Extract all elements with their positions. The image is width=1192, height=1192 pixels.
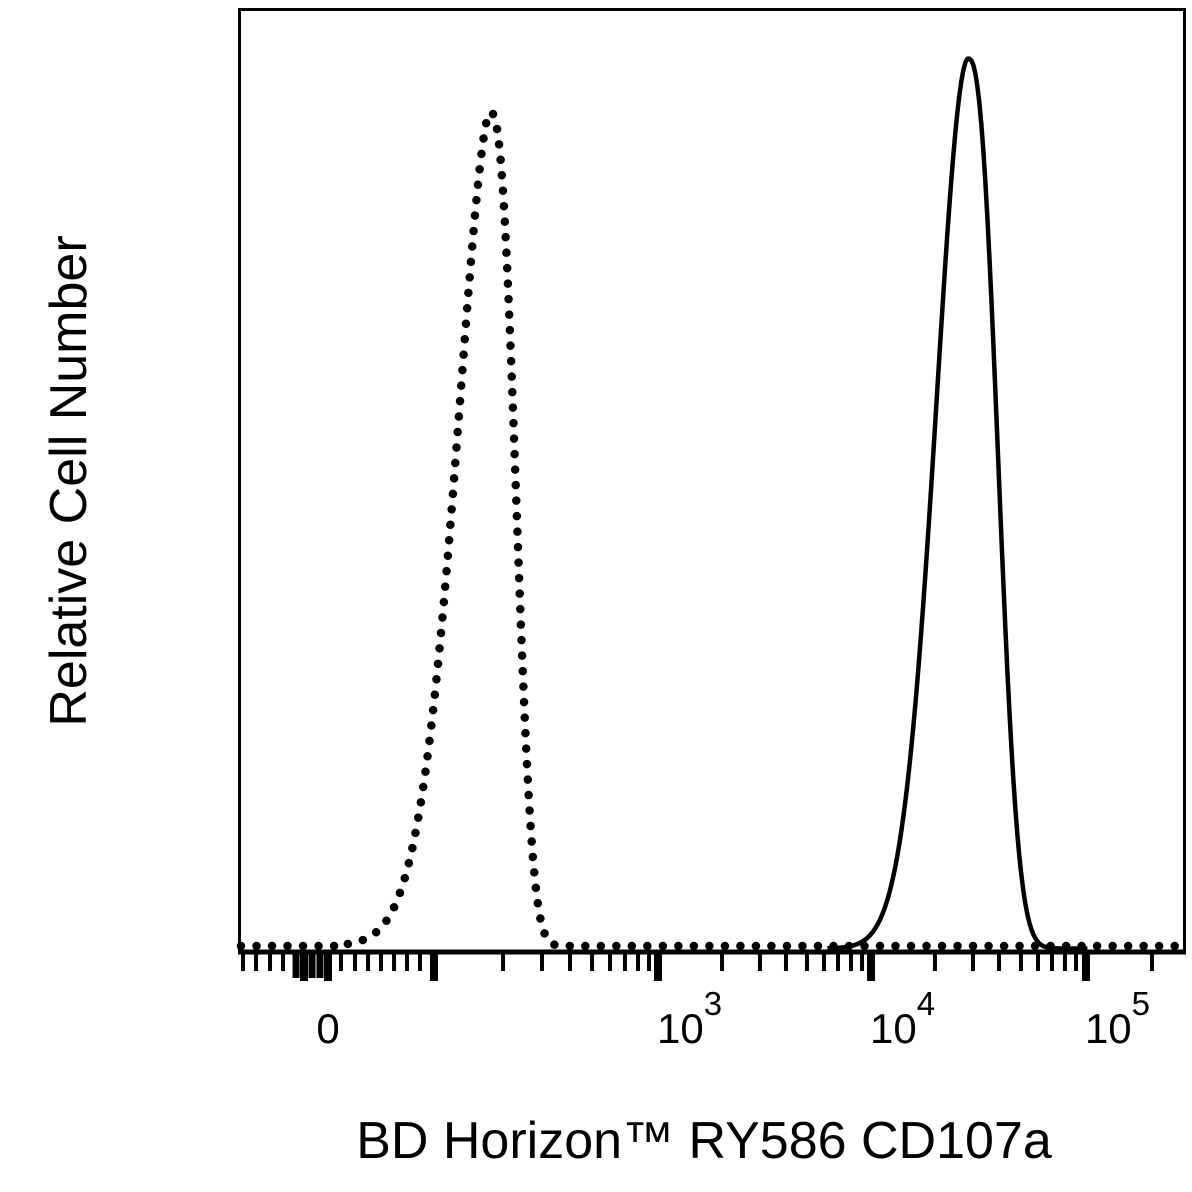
- x-tick-label: 0: [316, 1005, 339, 1052]
- x-axis-ticks: [240, 950, 1154, 981]
- x-axis-title: BD Horizon™ RY586 CD107a: [356, 1112, 1052, 1170]
- x-tick-label: 105: [1085, 985, 1150, 1052]
- x-tick-label-exponent: 4: [917, 985, 935, 1022]
- x-tick-label-exponent: 5: [1132, 985, 1150, 1022]
- plot-border: [238, 8, 1186, 954]
- histogram-curve-solid: [827, 56, 1088, 951]
- y-axis-title: Relative Cell Number: [40, 235, 98, 726]
- x-tick-label-exponent: 3: [704, 985, 722, 1022]
- histogram-curves: [236, 56, 1187, 951]
- histogram-curve-dotted: [236, 107, 1187, 951]
- x-axis-tick-labels: 0 103 104 105: [316, 985, 1150, 1052]
- x-tick-label: 104: [870, 985, 935, 1052]
- x-tick-label: 103: [657, 985, 722, 1052]
